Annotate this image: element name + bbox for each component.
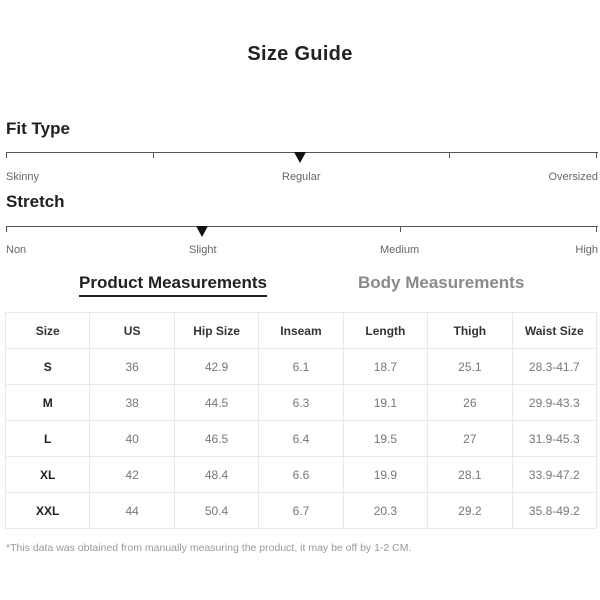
column-header: Waist Size: [511, 312, 598, 349]
table-cell: 19.5: [342, 420, 429, 457]
stretch-label-high: High: [575, 244, 598, 256]
measurement-tabs: Product Measurements Body Measurements: [0, 273, 600, 299]
table-header-row: Size US Hip Size Inseam Length Thigh Wai…: [4, 312, 598, 349]
table-cell: 48.4: [173, 456, 260, 493]
stretch-label-non: Non: [6, 244, 27, 256]
fit-type-label-regular: Regular: [282, 171, 321, 183]
table-cell: 50.4: [173, 492, 260, 529]
table-cell: 35.8-49.2: [511, 492, 598, 529]
table-cell: 44.5: [173, 384, 260, 421]
stretch-labels: Non Slight Medium High: [6, 244, 598, 258]
table-cell: 42.9: [173, 348, 260, 385]
table-cell: M: [4, 384, 91, 421]
table-row: L 40 46.5 6.4 19.5 27 31.9-45.3: [4, 420, 598, 457]
fit-type-tick: [153, 152, 154, 158]
fit-type-labels: Skinny Regular Oversized: [6, 171, 598, 185]
table-cell: 19.9: [342, 456, 429, 493]
table-cell: 33.9-47.2: [511, 456, 598, 493]
column-header: Size: [4, 312, 91, 349]
stretch-tick: [400, 226, 401, 232]
stretch-heading: Stretch: [6, 192, 65, 211]
stretch-scale-line: [6, 226, 598, 227]
table-cell: XL: [4, 456, 91, 493]
table-cell: 6.7: [258, 492, 344, 529]
fit-type-tick: [596, 152, 597, 158]
table-row: XXL 44 50.4 6.7 20.3 29.2 35.8-49.2: [4, 492, 598, 529]
fit-type-tick: [449, 152, 450, 158]
stretch-tick: [596, 226, 597, 232]
table-cell: 26: [427, 384, 513, 421]
tab-product-measurements[interactable]: Product Measurements: [79, 273, 267, 297]
table-cell: 40: [89, 420, 175, 457]
table-cell: 20.3: [342, 492, 429, 529]
column-header: Hip Size: [173, 312, 260, 349]
table-cell: 36: [89, 348, 175, 385]
column-header: Length: [342, 312, 429, 349]
table-cell: 27: [427, 420, 513, 457]
column-header: Thigh: [427, 312, 513, 349]
table-cell: 19.1: [342, 384, 429, 421]
fit-type-label-oversized: Oversized: [548, 171, 598, 183]
fit-type-selected-marker: [294, 152, 306, 163]
table-row: S 36 42.9 6.1 18.7 25.1 28.3-41.7: [4, 348, 598, 385]
table-cell: 42: [89, 456, 175, 493]
table-cell: 6.1: [258, 348, 344, 385]
table-cell: 28.1: [427, 456, 513, 493]
table-cell: 44: [89, 492, 175, 529]
table-cell: 25.1: [427, 348, 513, 385]
table-cell: XXL: [4, 492, 91, 529]
size-table: Size US Hip Size Inseam Length Thigh Wai…: [4, 312, 598, 529]
table-cell: 6.6: [258, 456, 344, 493]
table-cell: S: [4, 348, 91, 385]
measurement-disclaimer: *This data was obtained from manually me…: [6, 542, 412, 554]
table-cell: 6.4: [258, 420, 344, 457]
fit-type-scale: [6, 152, 598, 163]
page-title: Size Guide: [247, 43, 353, 65]
table-cell: 29.9-43.3: [511, 384, 598, 421]
table-cell: L: [4, 420, 91, 457]
tab-body-measurements[interactable]: Body Measurements: [358, 273, 525, 292]
table-cell: 6.3: [258, 384, 344, 421]
table-row: M 38 44.5 6.3 19.1 26 29.9-43.3: [4, 384, 598, 421]
table-cell: 31.9-45.3: [511, 420, 598, 457]
fit-type-label-skinny: Skinny: [6, 171, 40, 183]
table-cell: 38: [89, 384, 175, 421]
table-cell: 29.2: [427, 492, 513, 529]
table-cell: 18.7: [342, 348, 429, 385]
stretch-label-medium: Medium: [380, 244, 420, 256]
table-row: XL 42 48.4 6.6 19.9 28.1 33.9-47.2: [4, 456, 598, 493]
column-header: US: [89, 312, 175, 349]
stretch-label-slight: Slight: [189, 244, 217, 256]
stretch-scale: [6, 226, 598, 237]
column-header: Inseam: [258, 312, 344, 349]
fit-type-tick: [6, 152, 7, 158]
stretch-tick: [6, 226, 7, 232]
table-cell: 46.5: [173, 420, 260, 457]
table-cell: 28.3-41.7: [511, 348, 598, 385]
fit-type-heading: Fit Type: [6, 119, 70, 138]
stretch-selected-marker: [196, 226, 208, 237]
